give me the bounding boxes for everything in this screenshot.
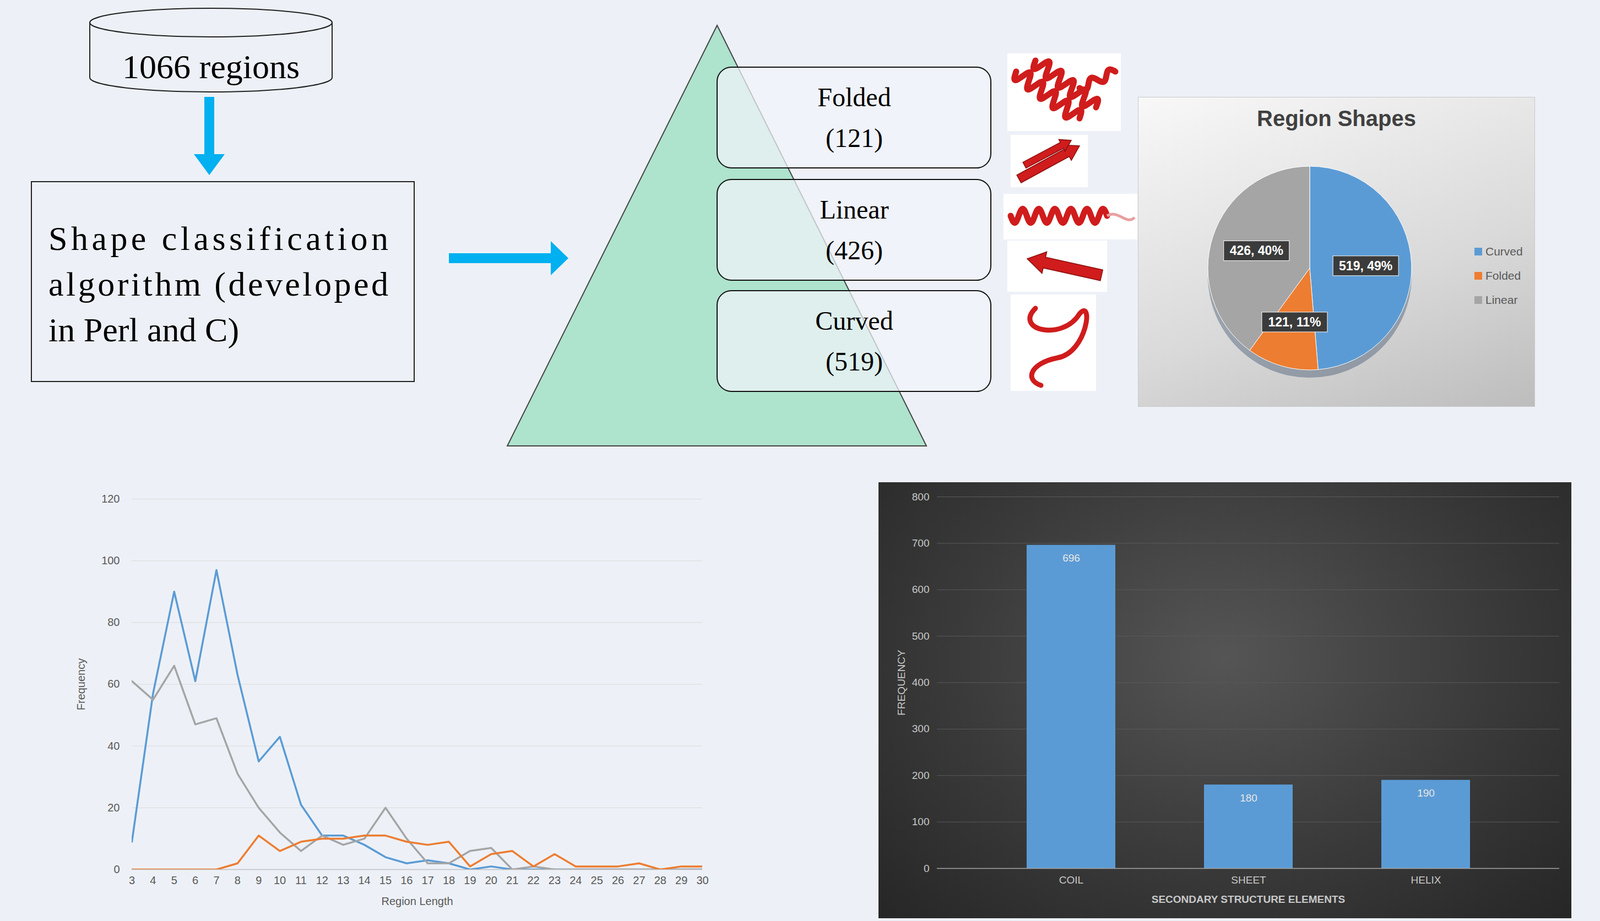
svg-text:20: 20 — [107, 801, 120, 815]
svg-text:Region Length: Region Length — [381, 895, 453, 908]
svg-text:28: 28 — [654, 874, 667, 887]
svg-text:11: 11 — [295, 874, 307, 887]
svg-text:12: 12 — [316, 874, 329, 887]
svg-text:24: 24 — [569, 874, 582, 887]
svg-text:519, 49%: 519, 49% — [1338, 258, 1393, 274]
html-text:Curved: Curved — [1485, 245, 1523, 258]
svg-text:16: 16 — [400, 874, 413, 887]
svg-text:100: 100 — [912, 816, 930, 828]
svg-text:19: 19 — [463, 874, 476, 887]
svg-text:27: 27 — [632, 874, 645, 887]
svg-text:10: 10 — [273, 874, 286, 887]
svg-text:6: 6 — [192, 874, 199, 887]
html-text:Region Shapes: Region Shapes — [1256, 106, 1417, 131]
svg-text:120: 120 — [101, 492, 120, 506]
svg-text:300: 300 — [912, 723, 930, 735]
svg-text:20: 20 — [485, 874, 498, 887]
svg-text:600: 600 — [912, 583, 930, 596]
html-text:Linear: Linear — [1485, 293, 1518, 307]
svg-text:18: 18 — [442, 874, 455, 887]
svg-text:(121): (121) — [825, 123, 883, 154]
svg-text:Shape classification: Shape classification — [48, 219, 389, 258]
html-text:Folded: Folded — [1485, 269, 1521, 282]
svg-text:SHEET: SHEET — [1230, 874, 1267, 887]
svg-text:Linear: Linear — [819, 194, 889, 225]
svg-text:0: 0 — [923, 863, 930, 875]
svg-text:100: 100 — [101, 554, 120, 567]
svg-text:60: 60 — [107, 678, 120, 691]
svg-text:1066 regions: 1066 regions — [122, 47, 300, 86]
svg-text:200: 200 — [912, 769, 930, 782]
svg-text:696: 696 — [1062, 552, 1081, 564]
svg-text:algorithm (developed: algorithm (developed — [48, 265, 389, 304]
svg-text:22: 22 — [527, 874, 540, 887]
svg-text:500: 500 — [912, 630, 930, 643]
svg-text:0: 0 — [113, 863, 120, 876]
svg-text:COIL: COIL — [1059, 874, 1084, 887]
svg-text:7: 7 — [213, 874, 220, 887]
svg-text:40: 40 — [107, 740, 120, 753]
svg-text:(519): (519) — [825, 346, 883, 377]
svg-text:25: 25 — [590, 874, 604, 887]
svg-text:400: 400 — [912, 676, 930, 689]
svg-text:23: 23 — [548, 874, 561, 887]
svg-text:Frequency: Frequency — [74, 658, 88, 712]
svg-text:(426): (426) — [825, 235, 883, 266]
svg-text:in Perl and C): in Perl and C) — [48, 311, 240, 350]
svg-text:15: 15 — [379, 874, 392, 887]
svg-text:3: 3 — [128, 874, 135, 887]
svg-text:180: 180 — [1239, 792, 1258, 805]
svg-text:9: 9 — [255, 874, 262, 887]
svg-text:190: 190 — [1417, 787, 1435, 800]
svg-text:4: 4 — [149, 874, 156, 887]
svg-text:8: 8 — [234, 874, 241, 887]
svg-text:14: 14 — [358, 874, 371, 887]
svg-text:700: 700 — [912, 537, 930, 550]
svg-text:17: 17 — [421, 874, 435, 887]
svg-text:SECONDARY STRUCTURE ELEMENTS: SECONDARY STRUCTURE ELEMENTS — [1151, 893, 1346, 906]
svg-text:13: 13 — [337, 874, 350, 887]
svg-text:5: 5 — [171, 874, 178, 887]
svg-text:30: 30 — [696, 874, 709, 887]
svg-text:FREQUENCY: FREQUENCY — [895, 649, 908, 717]
svg-text:800: 800 — [912, 491, 930, 503]
svg-text:HELIX: HELIX — [1411, 874, 1442, 887]
svg-text:21: 21 — [506, 874, 519, 887]
svg-text:121, 11%: 121, 11% — [1267, 315, 1321, 330]
svg-text:80: 80 — [107, 616, 120, 629]
svg-text:Folded: Folded — [817, 82, 891, 112]
svg-text:29: 29 — [675, 874, 688, 887]
svg-text:426, 40%: 426, 40% — [1229, 243, 1284, 258]
svg-text:Curved: Curved — [815, 306, 893, 336]
svg-text:26: 26 — [611, 874, 625, 887]
